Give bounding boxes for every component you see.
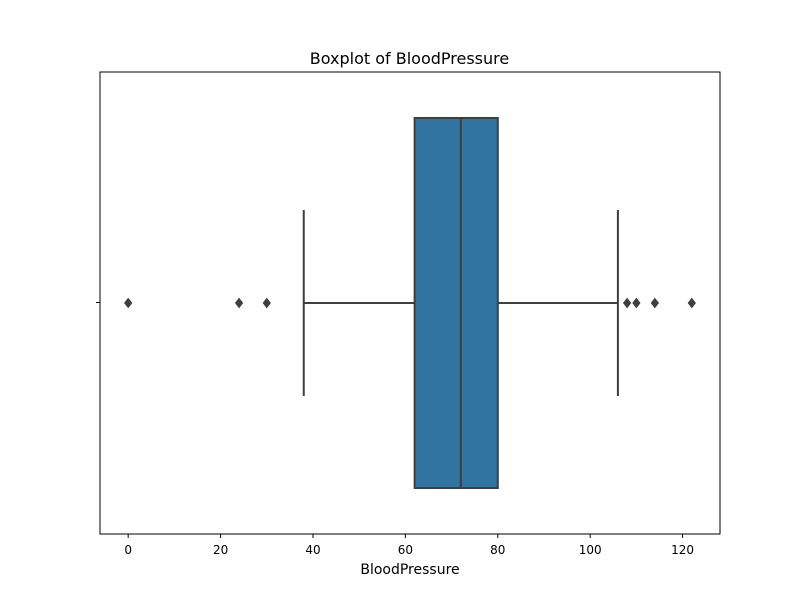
x-tick-label: 0 [124, 543, 132, 557]
x-tick-label: 80 [490, 543, 505, 557]
x-tick-label: 120 [671, 543, 694, 557]
iqr-box [413, 117, 499, 489]
outlier-point [124, 297, 133, 309]
outlier-point [262, 297, 271, 309]
outlier-point [622, 297, 632, 309]
x-tick-label: 20 [213, 543, 228, 557]
x-tick-label: 100 [579, 543, 602, 557]
x-axis-label: BloodPressure [360, 562, 459, 578]
outlier-point [650, 297, 660, 309]
x-tick-label: 40 [305, 543, 320, 557]
chart-title: Boxplot of BloodPressure [310, 49, 509, 68]
x-axis-ticks: 0 20 40 60 80 100 120 [124, 534, 694, 557]
plot-area [124, 117, 696, 489]
x-tick-label: 60 [398, 543, 413, 557]
outlier-point [687, 297, 696, 309]
outlier-point [234, 297, 244, 309]
outlier-point [632, 297, 641, 309]
